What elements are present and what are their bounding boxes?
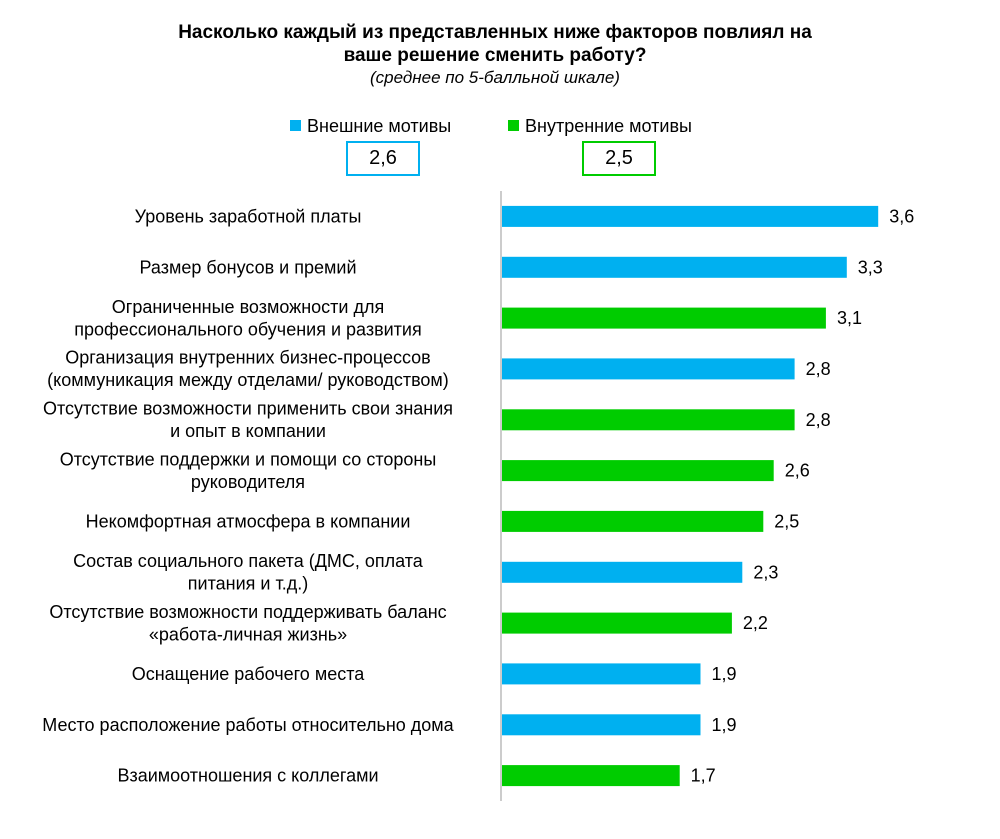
bar-12 <box>502 765 680 787</box>
value-label-4: 2,8 <box>806 359 831 379</box>
bar-8 <box>502 561 743 583</box>
value-label-12: 1,7 <box>691 766 716 786</box>
legend-item-internal: Внутренние мотивы <box>508 116 692 136</box>
legend-item-external: Внешние мотивы <box>290 116 451 136</box>
value-label-5: 2,8 <box>806 410 831 430</box>
legend-swatch-internal <box>508 120 519 131</box>
value-label-7: 2,5 <box>774 511 799 531</box>
category-label-11: Место расположение работы относительно д… <box>42 715 454 735</box>
legend-label-internal: Внутренние мотивы <box>525 116 692 136</box>
chart-title-line-1: Насколько каждый из представленных ниже … <box>178 22 812 43</box>
value-label-1: 3,6 <box>889 206 914 226</box>
category-label-1: Уровень заработной платы <box>135 206 362 226</box>
average-box-internal: 2,5 <box>582 141 656 176</box>
bar-2 <box>502 256 847 278</box>
bar-1 <box>502 205 879 227</box>
bar-10 <box>502 663 701 685</box>
bar-3 <box>502 307 826 329</box>
category-label-12: Взаимоотношения с коллегами <box>117 766 378 786</box>
category-label-3: Ограниченные возможности для профессионал… <box>74 297 421 340</box>
bar-9 <box>502 612 732 634</box>
category-label-8: Состав социального пакета (ДМС, оплата пи… <box>73 551 424 594</box>
category-label-9: Отсутствие возможности поддерживать бала… <box>49 602 446 645</box>
value-label-11: 1,9 <box>712 715 737 735</box>
bar-6 <box>502 460 774 482</box>
bar-11 <box>502 714 701 736</box>
legend-label-external: Внешние мотивы <box>307 116 452 136</box>
category-label-10: Оснащение рабочего места <box>132 664 366 684</box>
category-label-6: Отсутствие поддержки и помощи со стороны… <box>60 449 437 492</box>
value-label-3: 3,1 <box>837 308 862 328</box>
chart-title-line-2: ваше решение сменить работу? <box>343 45 647 66</box>
bar-5 <box>502 409 795 431</box>
legend-swatch-external <box>290 120 301 131</box>
value-label-2: 3,3 <box>858 257 883 277</box>
category-label-2: Размер бонусов и премий <box>139 257 356 277</box>
bar-4 <box>502 358 795 380</box>
bar-7 <box>502 510 764 532</box>
category-label-7: Некомфортная атмосфера в компании <box>86 511 411 531</box>
chart-subtitle: (среднее по 5-балльной шкале) <box>370 68 620 87</box>
value-label-10: 1,9 <box>712 664 737 684</box>
value-label-8: 2,3 <box>753 562 778 582</box>
value-label-6: 2,6 <box>785 461 810 481</box>
category-label-5: Отсутствие возможности применить свои зн… <box>43 399 453 442</box>
value-label-9: 2,2 <box>743 613 768 633</box>
average-box-external: 2,6 <box>346 141 420 176</box>
category-label-4: Организация внутренних бизнес-процессов(… <box>47 348 449 391</box>
